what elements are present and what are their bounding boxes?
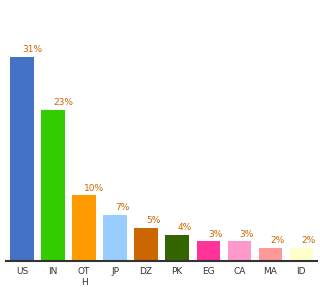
Text: 10%: 10%: [84, 184, 104, 193]
Text: 3%: 3%: [208, 230, 222, 238]
Text: 23%: 23%: [53, 98, 73, 107]
Bar: [103, 215, 127, 261]
Bar: [259, 248, 282, 261]
Bar: [165, 235, 189, 261]
Text: 5%: 5%: [146, 216, 160, 226]
Bar: [196, 241, 220, 261]
Bar: [41, 110, 65, 261]
Bar: [290, 248, 313, 261]
Bar: [228, 241, 251, 261]
Text: 7%: 7%: [115, 203, 129, 212]
Text: 2%: 2%: [270, 236, 284, 245]
Text: 4%: 4%: [177, 223, 191, 232]
Text: 2%: 2%: [301, 236, 316, 245]
Text: 3%: 3%: [239, 230, 253, 238]
Text: 31%: 31%: [22, 45, 42, 54]
Bar: [10, 57, 34, 261]
Bar: [72, 195, 96, 261]
Bar: [134, 228, 158, 261]
